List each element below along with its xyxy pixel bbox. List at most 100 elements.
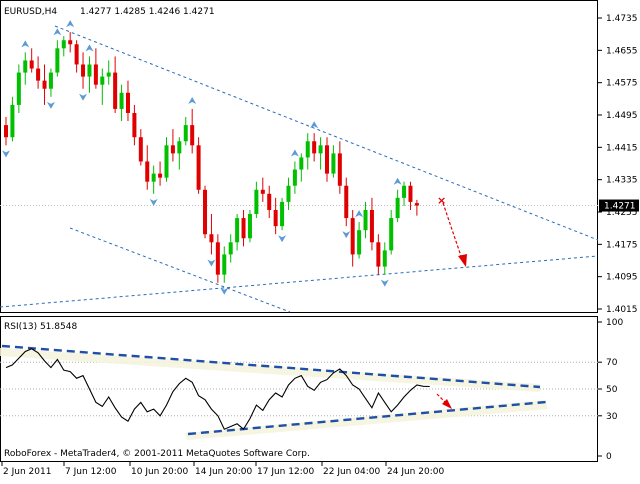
price-tick-label: 1.4095 (606, 273, 638, 283)
current-price-tag: 1.4271 (599, 199, 639, 212)
time-tick-label: 17 Jun 12:00 (257, 467, 314, 477)
candle-body (215, 242, 220, 275)
forecast-arrow: × (437, 194, 467, 267)
rsi-tick-label: 0 (606, 452, 612, 462)
candle-body (402, 185, 407, 198)
price-tick-label: 1.4175 (606, 240, 638, 250)
candle-body (292, 169, 297, 186)
candle-body (29, 60, 34, 69)
price-axis: 1.4735 1.4655 1.4575 1.4495 1.4415 1.4335 1.42… (0, 14, 638, 315)
candle-body (151, 173, 156, 182)
time-tick-label: 2 Jun 2011 (3, 467, 51, 477)
time-tick-label: 24 Jun 20:00 (387, 467, 444, 477)
candle-body (170, 145, 175, 154)
candle-body (363, 209, 368, 231)
time-tick-label: 14 Jun 20:00 (195, 467, 252, 477)
candle-body (305, 141, 310, 158)
candle-body (222, 254, 227, 275)
rsi-line (5, 348, 430, 431)
triangle-trendlines (0, 25, 599, 313)
rsi-panel[interactable]: 100 70 50 30 0 RSI(13) 51.8548 RoboForex - M… (0, 316, 623, 463)
price-tick-label: 1.4495 (606, 111, 638, 121)
candle-body (350, 218, 355, 255)
candle-body (235, 218, 240, 243)
candle-body (408, 185, 413, 202)
candle-body (61, 40, 66, 49)
candle-body (158, 173, 163, 178)
candle-body (357, 230, 362, 255)
price-tick-label: 1.4335 (606, 176, 638, 186)
candle-body (10, 104, 15, 138)
candle-body (48, 72, 53, 89)
rsi-label: RSI(13) 51.8548 (4, 322, 77, 332)
rsi-forecast-arrow (436, 393, 452, 409)
time-axis: 2 Jun 2011 7 Jun 12:00 10 Jun 20:00 14 Jun … (1, 462, 444, 477)
candle-body (87, 64, 92, 77)
symbol-label: EURUSD,H4 (4, 7, 57, 17)
fractal-up-icon (310, 121, 319, 129)
candle-body (344, 185, 349, 219)
footer-copyright: RoboForex - MetaTrader4, © 2001-2011 Met… (4, 449, 310, 459)
candle-body (138, 137, 143, 162)
fractal-up-icon (53, 28, 62, 36)
candle-body (177, 141, 182, 154)
candle-body (203, 189, 208, 235)
candle-body (81, 64, 86, 77)
candle-body (280, 201, 285, 227)
fractal-down-icon (46, 101, 55, 109)
candle-body (100, 76, 105, 85)
rsi-trendlines (0, 344, 548, 440)
price-tick-label: 1.4735 (606, 14, 638, 24)
fractal-down-icon (278, 235, 287, 243)
candle-body (132, 112, 137, 138)
candle-body (42, 80, 47, 89)
candle-body (369, 209, 374, 243)
candle-body (389, 218, 394, 251)
candle-body (68, 40, 73, 45)
time-tick-label: 22 Jun 04:00 (323, 467, 380, 477)
candle-body (267, 193, 272, 210)
candle-body (286, 185, 291, 202)
candle-body (4, 125, 8, 138)
fractal-up-icon (66, 20, 75, 28)
candle-body (414, 203, 419, 206)
close-marker-icon: × (437, 194, 446, 207)
fractal-up-icon (85, 44, 94, 52)
candle-body (337, 153, 342, 186)
candle-body (93, 64, 98, 85)
price-tick-label: 1.4575 (606, 79, 638, 89)
fractals (2, 20, 402, 295)
ohlc-readout: 1.4277 1.4285 1.4246 1.4271 (80, 7, 215, 17)
rsi-tick-label: 100 (606, 318, 623, 328)
fractal-up-icon (21, 40, 30, 48)
price-tick-label: 1.4255 (606, 208, 638, 218)
candle-body (331, 153, 336, 174)
time-tick-label: 10 Jun 20:00 (131, 467, 188, 477)
rsi-tick-label: 70 (606, 358, 618, 368)
candle-body (119, 92, 124, 109)
candle-body (273, 209, 278, 227)
candle-body (113, 72, 118, 109)
candle-body (183, 125, 188, 142)
fractal-down-icon (380, 279, 389, 287)
candle-body (247, 214, 252, 239)
candle-body (241, 218, 246, 239)
candle-body (260, 189, 265, 194)
rsi-tick-label: 50 (606, 385, 618, 395)
candle-body (382, 250, 387, 267)
fractal-up-icon (355, 210, 364, 218)
candle-body (16, 72, 21, 105)
rsi-tick-label: 30 (606, 412, 618, 422)
price-tick-label: 1.4655 (606, 46, 638, 56)
candle-body (299, 157, 304, 170)
fractal-down-icon (79, 93, 88, 101)
fractal-down-icon (149, 198, 158, 206)
fractal-down-icon (207, 259, 216, 267)
candle-body (228, 242, 233, 255)
price-panel[interactable]: 1.4735 1.4655 1.4575 1.4495 1.4415 1.4335 1.42… (0, 0, 638, 316)
fractal-down-icon (2, 150, 10, 158)
candle-body (318, 145, 323, 154)
fractal-down-icon (220, 287, 229, 295)
candles (4, 32, 419, 283)
